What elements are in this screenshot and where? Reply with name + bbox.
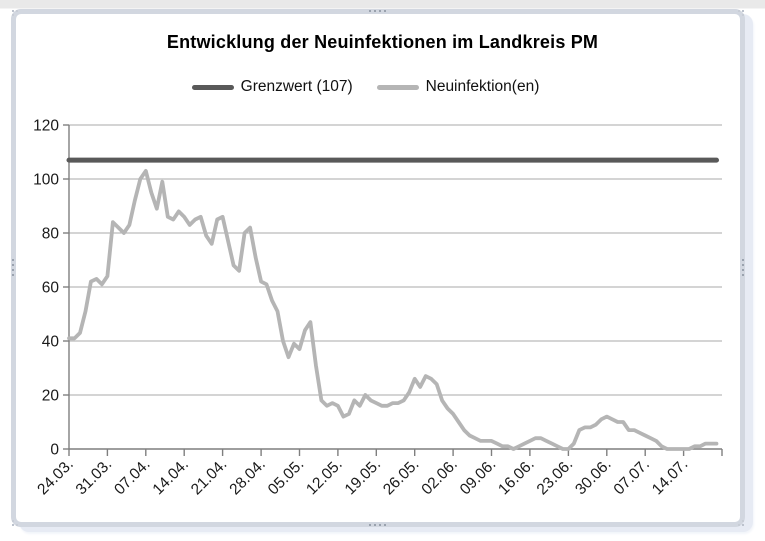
app-top-edge — [0, 0, 765, 9]
legend-label-neuinfektionen: Neuinfektion(en) — [425, 78, 540, 95]
legend-item-neuinfektionen[interactable]: Neuinfektion(en) — [376, 78, 540, 96]
series-line-swatch-icon — [376, 84, 419, 90]
legend-label-grenzwert: Grenzwert (107) — [240, 78, 353, 95]
chart-title: Entwicklung der Neuinfektionen im Landkr… — [166, 32, 599, 52]
corner-ornament-icon — [12, 524, 14, 526]
legend-item-grenzwert[interactable]: Grenzwert (107) — [191, 78, 353, 96]
bottom-grip-handle-icon[interactable] — [369, 524, 371, 526]
left-grip-handle-icon[interactable] — [12, 259, 14, 261]
right-grip-handle-icon[interactable] — [742, 259, 744, 261]
threshold-line-swatch-icon — [191, 84, 234, 90]
corner-ornament-icon — [12, 10, 14, 12]
chart-legend: Grenzwert (107) Neuinfektion(en) — [0, 78, 748, 96]
corner-ornament-icon — [742, 524, 744, 526]
top-grip-handle-icon[interactable] — [369, 10, 371, 12]
corner-ornament-icon — [742, 10, 744, 12]
